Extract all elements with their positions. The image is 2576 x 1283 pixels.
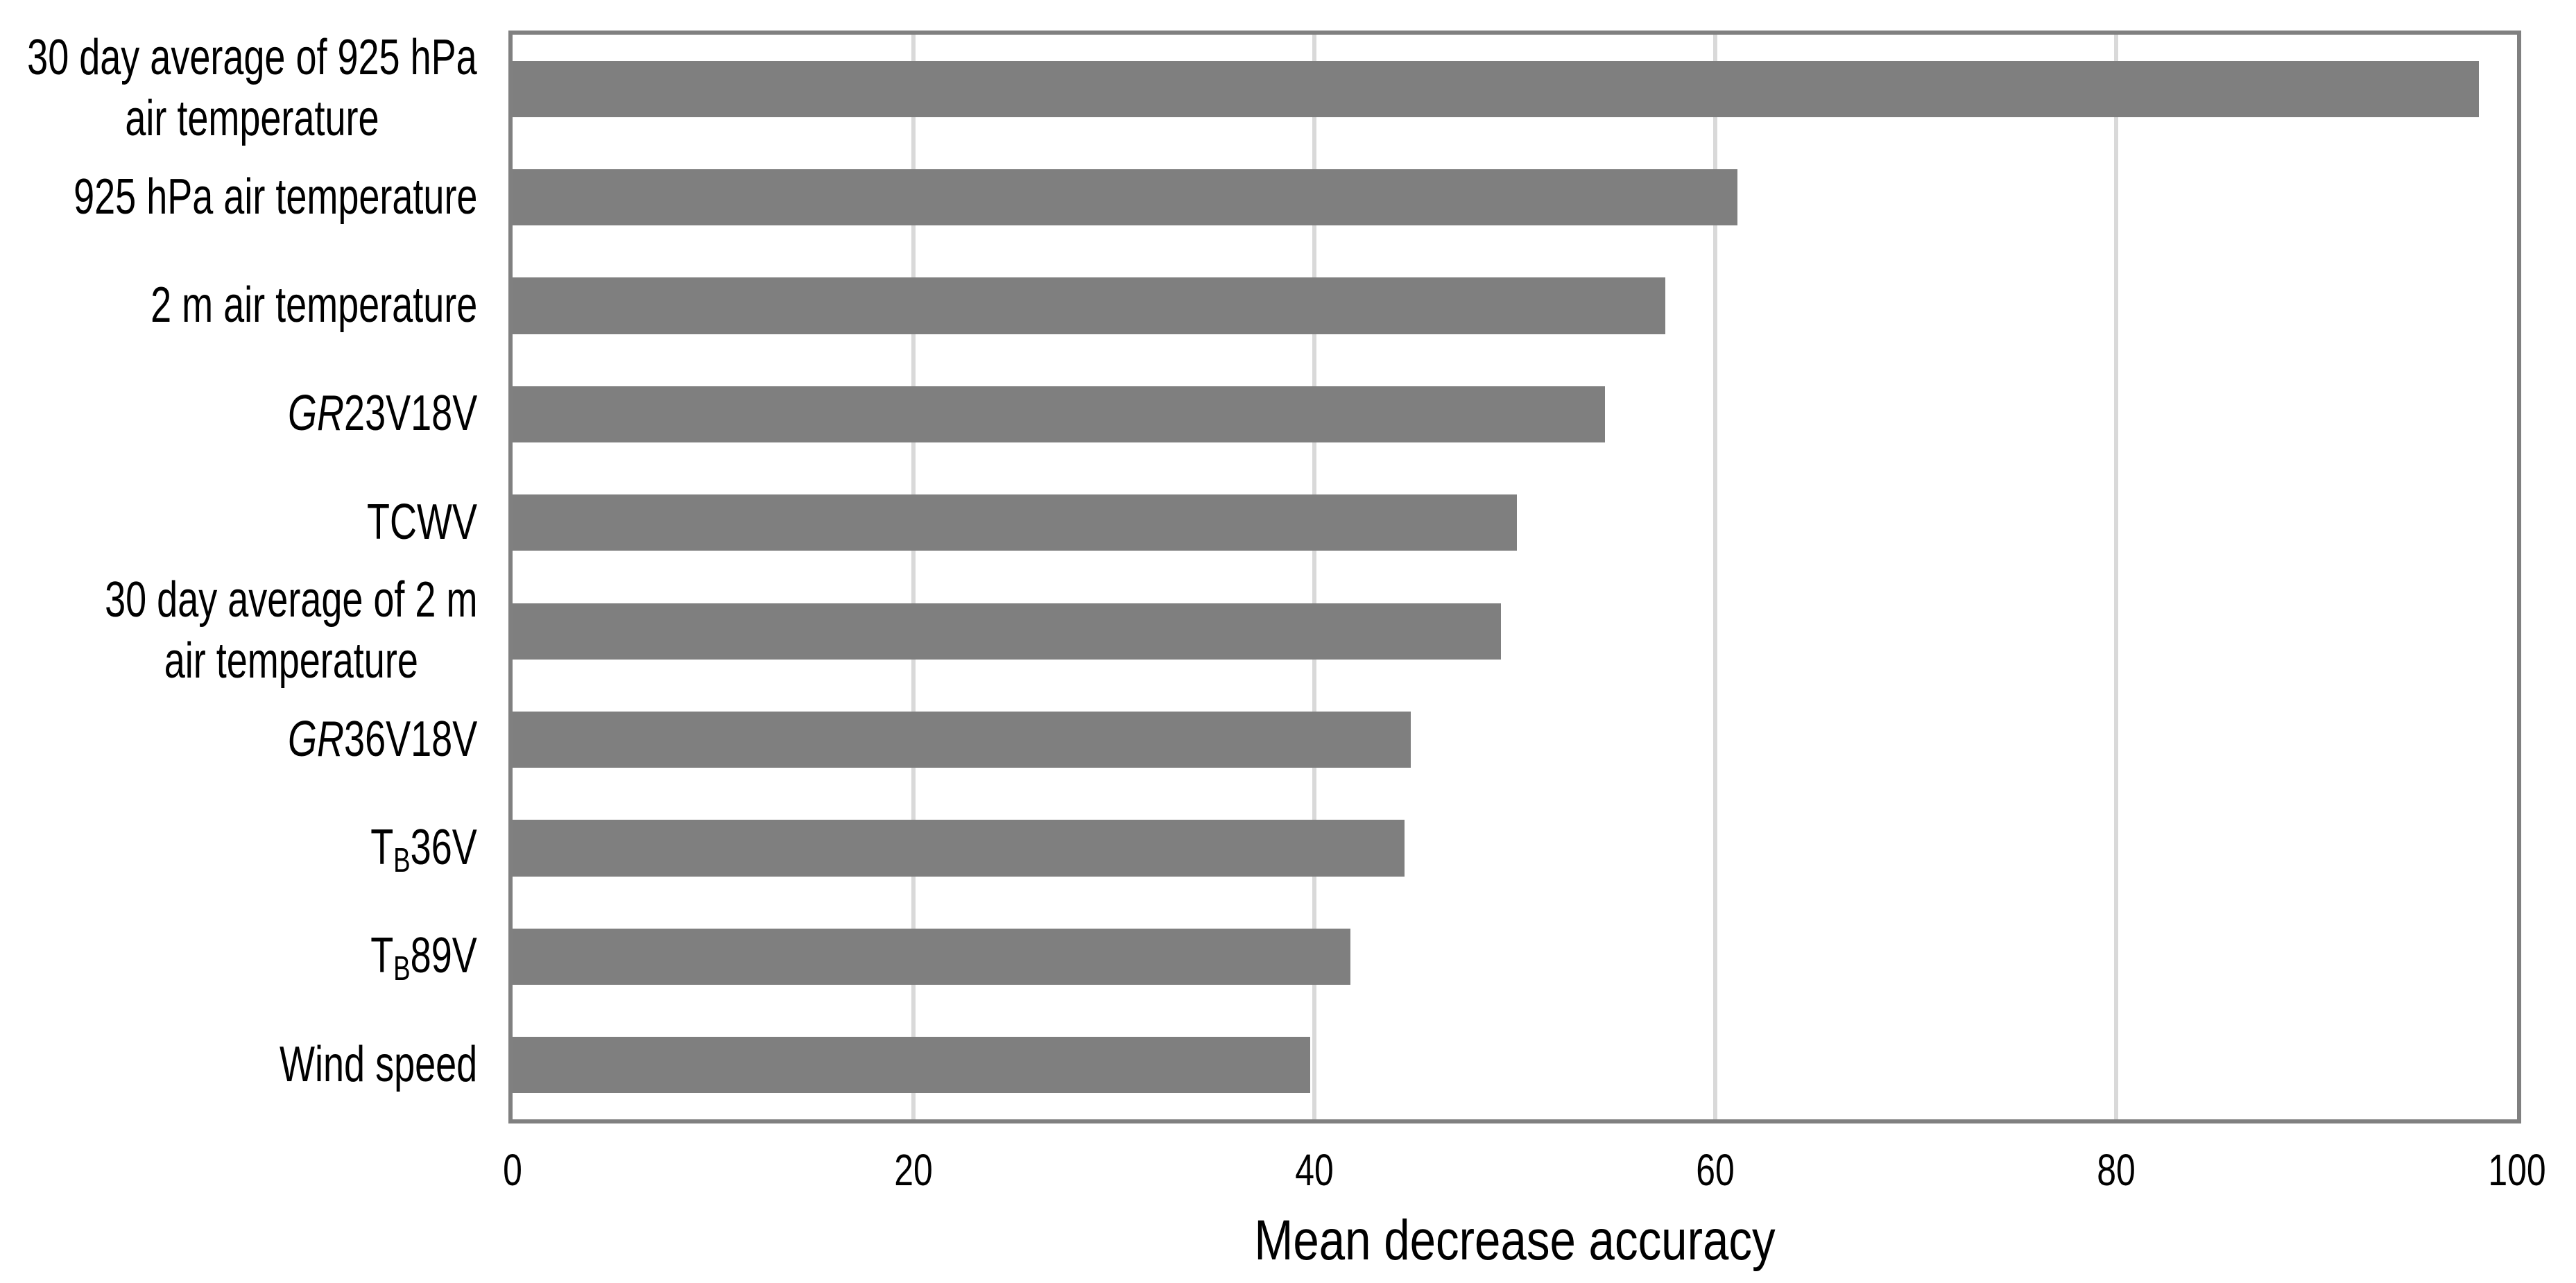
x-tick-label: 20 [894,1145,933,1195]
category-label: TB89V [370,928,477,988]
category-label: 30 day average of 2 m air temperature [104,572,477,689]
category-label: 30 day average of 925 hPa air temperature [27,30,477,147]
bar [513,386,1606,443]
bar [513,277,1665,334]
x-tick-label: 80 [2097,1145,2136,1195]
plot-area [508,31,2521,1123]
bar [513,928,1351,985]
category-label: GR23V18V [287,386,477,442]
x-tick-label: 100 [2488,1145,2546,1195]
gridline [911,35,916,1119]
y-axis-category-labels: 30 day average of 925 hPa air temperature… [0,30,477,1119]
bar [513,820,1405,877]
x-tick-label: 60 [1696,1145,1735,1195]
category-label: TCWV [367,494,477,550]
x-axis-title: Mean decrease accuracy [1254,1209,1776,1272]
bar [513,1037,1311,1094]
category-label: 2 m air temperature [150,277,477,334]
gridline [2114,35,2118,1119]
bar [513,60,2480,117]
bar [513,494,1517,551]
category-label: 925 hPa air temperature [73,169,477,225]
x-tick-label: 0 [503,1145,522,1195]
x-tick-label: 40 [1295,1145,1334,1195]
x-axis-tick-labels: 0 20 40 60 80 100 [503,1145,2546,1203]
category-label: Wind speed [279,1036,477,1092]
category-label: GR36V18V [287,711,477,767]
bar [513,711,1411,768]
bar [513,169,1737,226]
gridline [1312,35,1316,1119]
category-label: TB36V [370,820,477,879]
gridline [1713,35,1717,1119]
bar [513,603,1501,660]
